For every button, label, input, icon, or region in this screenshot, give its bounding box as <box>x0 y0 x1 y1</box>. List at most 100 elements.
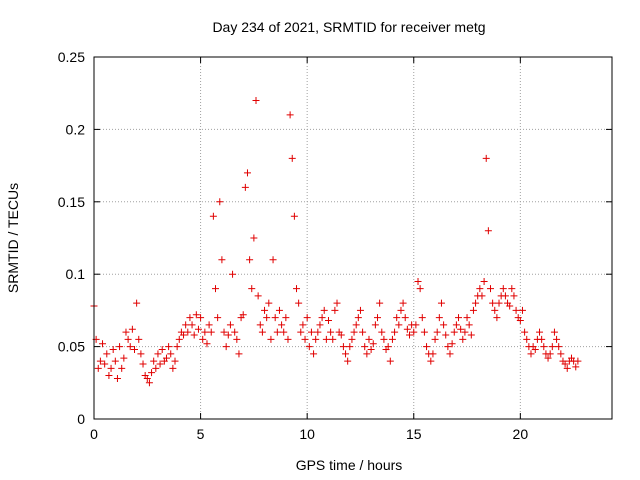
data-point <box>455 314 463 322</box>
data-point <box>131 345 139 353</box>
data-point <box>197 314 205 322</box>
data-point <box>489 299 497 307</box>
data-point <box>314 328 322 336</box>
data-point <box>103 350 111 358</box>
data-point <box>135 335 143 343</box>
x-tick-label: 10 <box>299 426 315 442</box>
data-point <box>173 343 181 351</box>
data-point <box>414 277 422 285</box>
data-point <box>303 314 311 322</box>
data-point <box>527 350 535 358</box>
data-point <box>374 314 382 322</box>
data-point <box>512 306 520 314</box>
data-point <box>162 354 170 362</box>
data-point <box>301 335 309 343</box>
data-point <box>310 350 318 358</box>
data-point <box>337 331 345 339</box>
data-point <box>365 335 373 343</box>
data-point <box>550 328 558 336</box>
data-point <box>563 364 571 372</box>
data-point <box>233 335 241 343</box>
data-point <box>222 343 230 351</box>
data-point <box>380 335 388 343</box>
data-point <box>282 314 290 322</box>
data-point <box>393 314 401 322</box>
data-point <box>224 331 232 339</box>
data-point <box>271 314 279 322</box>
data-point <box>220 328 228 336</box>
data-point <box>446 350 454 358</box>
data-point <box>186 314 194 322</box>
y-tick-label: 0 <box>77 411 85 427</box>
data-point <box>190 331 198 339</box>
data-point <box>139 360 147 368</box>
data-point <box>548 343 556 351</box>
data-point <box>384 343 392 351</box>
data-point <box>280 328 288 336</box>
data-point <box>122 328 130 336</box>
y-tick-label: 0.25 <box>58 49 85 65</box>
data-point <box>574 357 582 365</box>
data-point <box>339 343 347 351</box>
data-point <box>275 306 283 314</box>
data-point <box>322 335 330 343</box>
data-point <box>192 311 200 319</box>
data-point <box>572 363 580 371</box>
data-point <box>363 350 371 358</box>
data-point <box>152 364 160 372</box>
data-point <box>324 317 332 325</box>
data-point <box>369 340 377 348</box>
data-point <box>203 340 211 348</box>
data-point <box>405 331 413 339</box>
data-point <box>437 299 445 307</box>
data-point <box>154 350 162 358</box>
data-point <box>120 354 128 362</box>
data-point <box>258 328 266 336</box>
data-point <box>209 212 217 220</box>
data-point <box>427 357 435 365</box>
data-point <box>371 321 379 329</box>
data-point <box>201 328 209 336</box>
data-point <box>388 335 396 343</box>
data-point <box>342 350 350 358</box>
data-point <box>239 311 247 319</box>
data-point <box>169 364 177 372</box>
data-point <box>171 357 179 365</box>
data-point <box>243 169 251 177</box>
data-point <box>359 328 367 336</box>
data-point <box>333 299 341 307</box>
data-point <box>553 335 561 343</box>
data-point <box>450 328 458 336</box>
data-point <box>105 372 113 380</box>
data-point <box>463 314 471 322</box>
y-axis-label: SRMTID / TECUs <box>5 183 21 293</box>
data-point <box>378 328 386 336</box>
data-point <box>246 256 254 264</box>
x-axis-label: GPS time / hours <box>296 457 403 473</box>
data-point <box>273 328 281 336</box>
data-point <box>435 314 443 322</box>
y-tick-label: 0.05 <box>58 339 85 355</box>
data-point <box>293 285 301 293</box>
data-point <box>482 154 490 162</box>
data-point <box>101 360 109 368</box>
data-point <box>118 364 126 372</box>
data-point <box>459 335 467 343</box>
data-point <box>165 343 173 351</box>
data-point <box>297 328 305 336</box>
data-point <box>469 306 477 314</box>
data-point <box>286 111 294 119</box>
data-point <box>252 96 260 104</box>
data-point <box>194 325 202 333</box>
data-point <box>376 299 384 307</box>
data-point <box>327 328 335 336</box>
data-point <box>431 335 439 343</box>
data-point <box>175 335 183 343</box>
data-point <box>212 285 220 293</box>
data-point <box>248 285 256 293</box>
data-point <box>508 285 516 293</box>
data-point <box>397 306 405 314</box>
chart-title: Day 234 of 2021, SRMTID for receiver met… <box>212 19 485 35</box>
data-point <box>278 321 286 329</box>
